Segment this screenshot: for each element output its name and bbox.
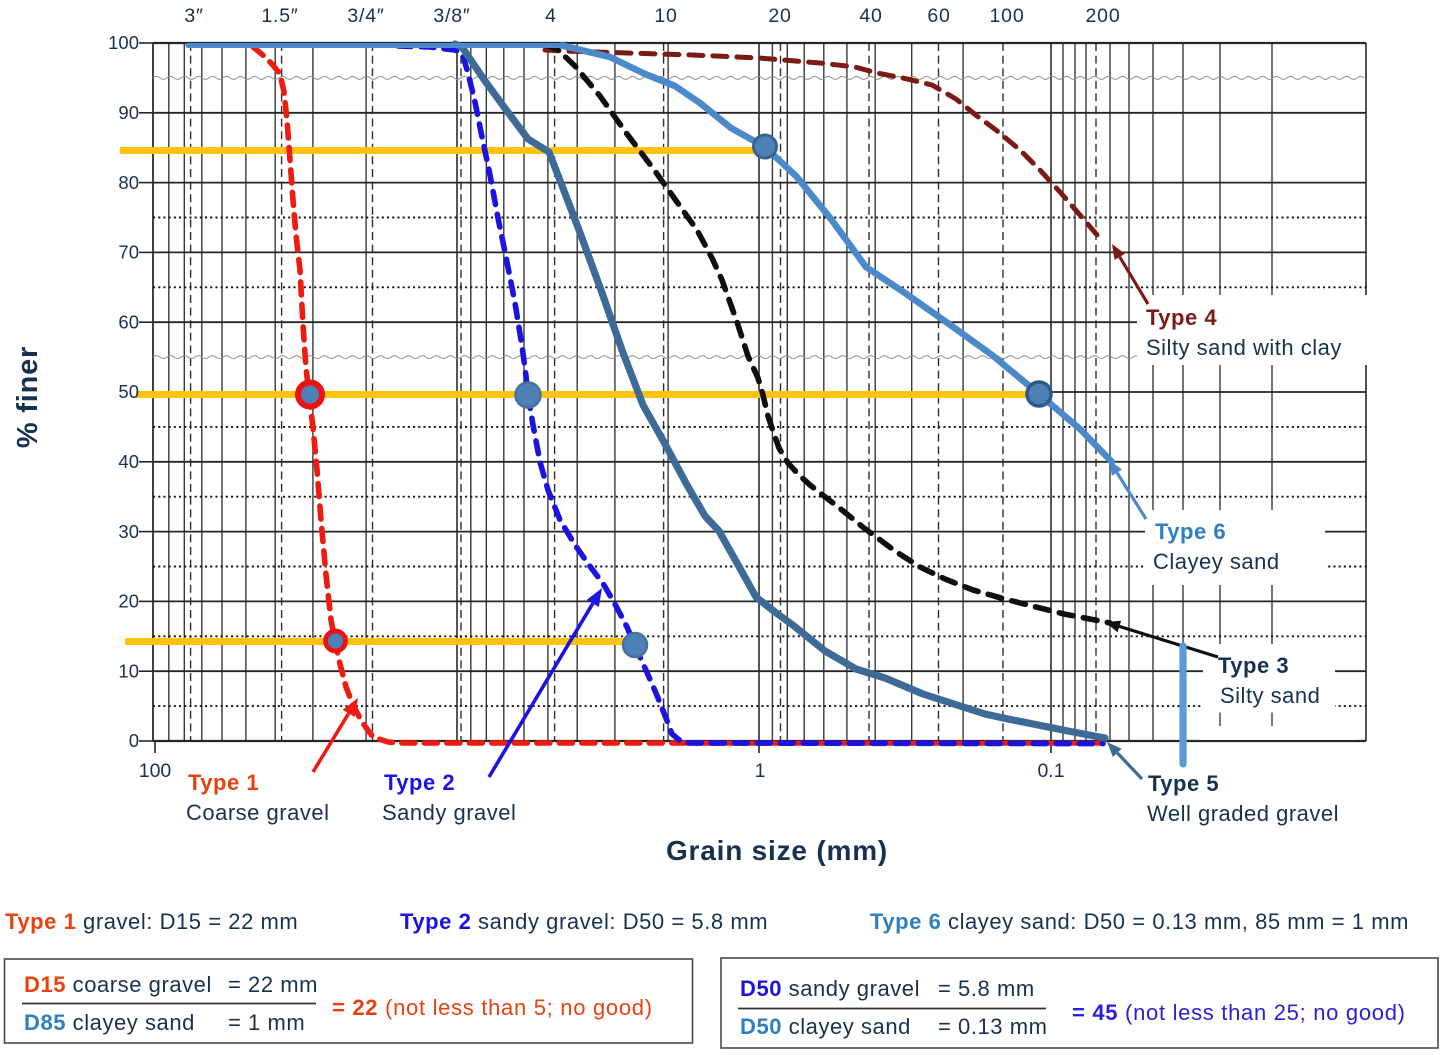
svg-text:Type 4: Type 4 — [1146, 305, 1217, 330]
svg-text:70: 70 — [118, 242, 139, 263]
svg-text:3″: 3″ — [184, 5, 203, 27]
svg-text:Coarse gravel: Coarse gravel — [186, 800, 329, 825]
svg-text:Sandy gravel: Sandy gravel — [382, 800, 516, 825]
svg-text:Type 2: Type 2 — [384, 770, 455, 795]
svg-text:D50 clayey sand: D50 clayey sand — [740, 1014, 911, 1039]
svg-text:= 1 mm: = 1 mm — [228, 1010, 305, 1035]
svg-text:Grain size (mm): Grain size (mm) — [666, 835, 888, 866]
svg-text:0.1: 0.1 — [1037, 760, 1064, 782]
svg-text:10: 10 — [654, 5, 677, 27]
svg-text:10: 10 — [118, 660, 139, 681]
svg-text:40: 40 — [118, 451, 139, 472]
svg-text:100: 100 — [990, 5, 1025, 27]
svg-text:40: 40 — [859, 5, 882, 27]
svg-text:Clayey sand: Clayey sand — [1153, 549, 1280, 574]
svg-text:200: 200 — [1086, 5, 1121, 27]
svg-text:= 5.8 mm: = 5.8 mm — [938, 976, 1035, 1001]
svg-text:100: 100 — [108, 32, 139, 53]
svg-text:Type 5: Type 5 — [1148, 771, 1219, 796]
svg-text:Type 2 sandy gravel: D50 = 5.8: Type 2 sandy gravel: D50 = 5.8 mm — [400, 909, 768, 934]
svg-text:80: 80 — [118, 172, 139, 193]
svg-text:= 22 (not less than 5; no good: = 22 (not less than 5; no good) — [332, 995, 653, 1020]
svg-text:Type 6: Type 6 — [1155, 519, 1226, 544]
svg-text:20: 20 — [118, 591, 139, 612]
svg-text:D85 clayey sand: D85 clayey sand — [24, 1010, 195, 1035]
svg-text:Type 1: Type 1 — [188, 770, 259, 795]
svg-text:50: 50 — [118, 381, 139, 402]
svg-text:0: 0 — [129, 730, 139, 751]
svg-text:= 45 (not less than 25; no goo: = 45 (not less than 25; no good) — [1072, 1000, 1406, 1025]
svg-text:3/8″: 3/8″ — [433, 5, 470, 27]
svg-text:60: 60 — [927, 5, 950, 27]
svg-text:= 22 mm: = 22 mm — [228, 972, 318, 997]
svg-text:Type 3: Type 3 — [1218, 653, 1289, 678]
svg-text:Silty sand: Silty sand — [1220, 683, 1320, 708]
svg-text:D15 coarse gravel: D15 coarse gravel — [24, 972, 212, 997]
svg-text:1: 1 — [755, 760, 766, 782]
svg-text:Well graded gravel: Well graded gravel — [1147, 801, 1339, 826]
svg-text:1.5″: 1.5″ — [261, 5, 298, 27]
svg-text:20: 20 — [768, 5, 791, 27]
svg-text:D50 sandy gravel: D50 sandy gravel — [740, 976, 920, 1001]
svg-text:Silty sand with clay: Silty sand with clay — [1146, 335, 1342, 360]
svg-text:60: 60 — [118, 311, 139, 332]
svg-text:30: 30 — [118, 521, 139, 542]
svg-text:% finer: % finer — [12, 346, 44, 448]
svg-text:Type 1 gravel: D15 = 22 mm: Type 1 gravel: D15 = 22 mm — [5, 909, 298, 934]
svg-text:100: 100 — [139, 760, 172, 782]
svg-text:4: 4 — [545, 5, 557, 27]
svg-text:90: 90 — [118, 102, 139, 123]
svg-text:3/4″: 3/4″ — [347, 5, 384, 27]
svg-text:Type 6 clayey sand: D50 = 0.13: Type 6 clayey sand: D50 = 0.13 mm, 85 mm… — [870, 909, 1409, 934]
svg-text:= 0.13 mm: = 0.13 mm — [938, 1014, 1048, 1039]
